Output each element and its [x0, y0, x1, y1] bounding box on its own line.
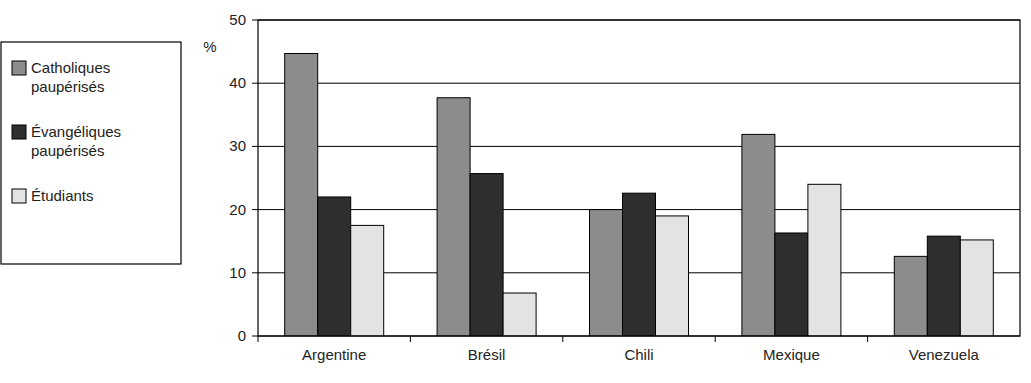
- tick-mark: [252, 209, 258, 210]
- category-label: Chili: [624, 346, 653, 363]
- bar: [742, 134, 775, 336]
- tick-label: 20: [229, 201, 246, 218]
- tick-mark: [252, 83, 258, 84]
- legend-box: [1, 42, 181, 264]
- category-label: Mexique: [763, 346, 820, 363]
- tick-label: 0: [238, 327, 246, 344]
- legend-label-line: paupérisés: [31, 142, 104, 159]
- bar: [927, 236, 960, 336]
- tick-mark: [252, 336, 258, 337]
- bar: [318, 197, 351, 336]
- bar: [437, 98, 470, 336]
- bar: [894, 256, 927, 336]
- category-label: Argentine: [302, 346, 366, 363]
- legend-label: Catholiques paupérisés: [31, 59, 110, 95]
- category-tick: [867, 336, 868, 342]
- tick-mark: [252, 272, 258, 273]
- bar: [470, 174, 503, 336]
- bar: [656, 216, 689, 336]
- tick-label: 10: [229, 264, 246, 281]
- tick-mark: [252, 146, 258, 147]
- legend-label-line: paupérisés: [31, 78, 104, 95]
- legend-label: Évangéliques paupérisés: [31, 123, 121, 159]
- category-label: Brésil: [468, 346, 506, 363]
- category-tick: [562, 336, 563, 342]
- chart: 0 10 20 30 40 50% Argentine Brésil Chili Mexique V…: [0, 0, 1031, 383]
- bar: [808, 184, 841, 336]
- tick-mark: [252, 20, 258, 21]
- bar: [590, 210, 623, 336]
- plot-frame: [258, 20, 1020, 336]
- bar: [351, 225, 384, 336]
- legend-swatch: [12, 189, 26, 203]
- category-tick: [410, 336, 411, 342]
- bar: [960, 240, 993, 336]
- grid-line: [258, 146, 1020, 147]
- legend-label-line: Étudiants: [31, 187, 94, 204]
- legend-label-line: Catholiques: [31, 59, 110, 76]
- bar: [623, 193, 656, 336]
- tick-label: 40: [229, 74, 246, 91]
- bar: [775, 233, 808, 336]
- bar: [503, 293, 536, 336]
- legend-label-line: Évangéliques: [31, 123, 121, 140]
- legend-swatch: [12, 61, 26, 75]
- category-label: Venezuela: [909, 346, 980, 363]
- legend-swatch: [12, 125, 26, 139]
- axis-label: %: [203, 38, 216, 55]
- tick-label: 30: [229, 137, 246, 154]
- legend-label: Étudiants: [31, 187, 94, 204]
- category-tick: [258, 336, 259, 342]
- grid-line: [258, 83, 1020, 84]
- category-tick: [715, 336, 716, 342]
- tick-label: 50: [229, 11, 246, 28]
- bars: [285, 53, 994, 336]
- bar: [285, 53, 318, 336]
